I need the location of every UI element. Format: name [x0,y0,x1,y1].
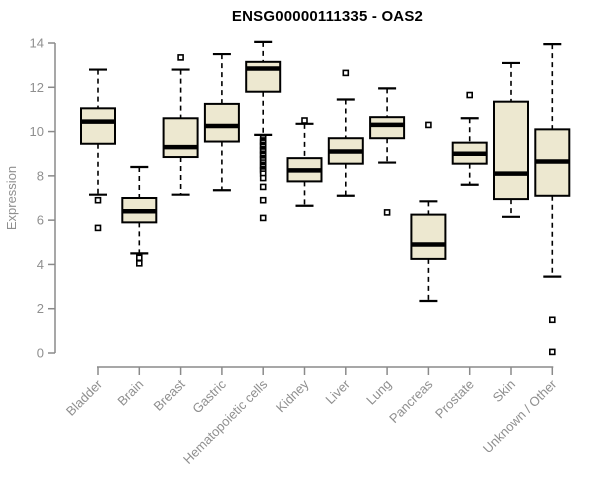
x-category-label-gastric: Gastric [189,376,229,416]
iqr-box [203,102,240,143]
outlier-point [466,91,474,99]
boxplot-group-unknown-other [534,43,571,356]
outlier-point [342,69,350,77]
y-tick-label: 8 [37,168,44,183]
boxplot-group-prostate [451,91,488,186]
y-axis-label: Expression [4,166,19,230]
y-tick-label: 2 [37,301,44,316]
outlier-point [177,54,184,61]
y-tick-label: 14 [30,36,44,51]
iqr-box [162,117,199,159]
x-category-label-lung: Lung [363,377,394,408]
x-category-label-brain: Brain [114,377,146,409]
boxplot-group-gastric [203,52,240,192]
chart-title: ENSG00000111335 - OAS2 [231,8,424,25]
iqr-box [410,213,447,260]
boxplot-group-skin [493,61,529,218]
outlier-point [136,260,143,267]
y-tick-label: 12 [30,80,44,95]
y-tick-label: 4 [37,257,44,272]
x-category-label-kidney: Kidney [273,376,312,415]
boxplot-group-kidney [286,117,323,207]
x-category-label-breast: Breast [151,376,188,413]
boxplot-group-brain [121,165,158,267]
outlier-point [301,117,308,124]
outlier-point [548,316,556,324]
boxplot-group-lung [369,87,406,216]
iqr-box [369,116,406,140]
x-category-label-liver: Liver [322,376,353,407]
outlier-point [259,183,267,191]
boxplot-group-pancreas [410,121,447,303]
outlier-point [259,214,267,222]
boxplot-group-hematopoietic-cells [245,40,282,222]
y-tick-label: 6 [37,213,44,228]
outlier-point [548,348,556,356]
outlier-point [425,121,432,129]
y-tick-label: 0 [37,346,44,361]
iqr-box [493,100,529,201]
x-category-label-pancreas: Pancreas [386,376,436,426]
outlier-point [383,209,391,216]
boxplot-group-liver [327,69,364,197]
y-tick-label: 10 [30,124,44,139]
outlier-point [94,224,102,232]
iqr-box [80,107,116,145]
boxplot-group-bladder [80,68,116,232]
outlier-point [259,174,267,182]
outlier-point [259,196,267,204]
x-category-label-skin: Skin [490,377,518,405]
x-category-label-bladder: Bladder [63,376,106,419]
y-axis: 0 2 4 6 8 10 12 14 Expression [4,36,56,361]
outlier-point [136,254,143,262]
boxplot-group-breast [162,54,199,196]
x-category-label-prostate: Prostate [432,377,477,422]
x-category-label-unknown-other: Unknown / Other [480,376,560,456]
outlier-point [94,196,102,204]
